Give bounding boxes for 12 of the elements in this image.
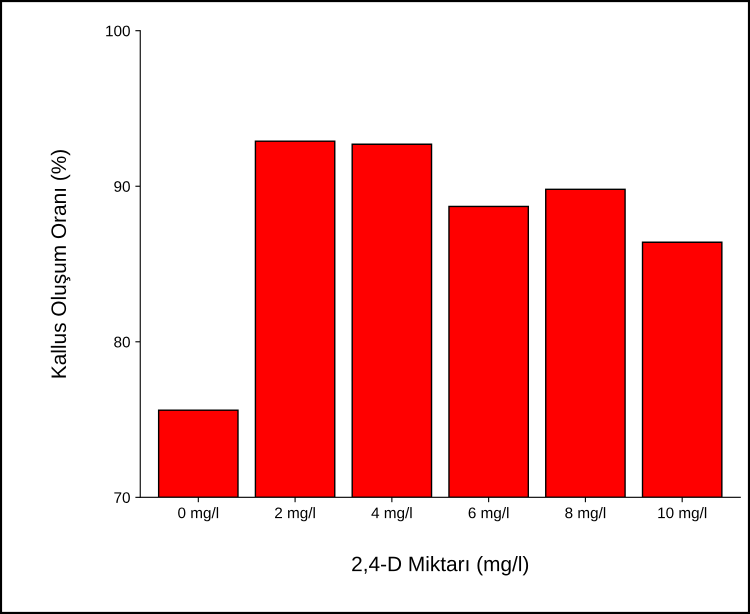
x-tick-label: 4 mg/l bbox=[371, 507, 412, 522]
y-tick-label: 90 bbox=[114, 181, 130, 192]
x-tick-label: 10 mg/l bbox=[658, 507, 706, 522]
x-tick-label: 6 mg/l bbox=[468, 507, 508, 522]
x-axis-title: 2,4-D Miktarı (mg/l) bbox=[352, 556, 528, 576]
y-axis-title: Kallus Oluşum Oranı (%) bbox=[50, 150, 70, 378]
x-tick-label: 8 mg/l bbox=[565, 507, 606, 522]
y-tick-label: 80 bbox=[114, 336, 130, 348]
y-tick-label: 70 bbox=[114, 492, 130, 504]
x-tick-label: 2 mg/l bbox=[275, 507, 315, 522]
y-tick-label: 100 bbox=[106, 26, 130, 36]
x-tick-label: 0 mg/l bbox=[178, 507, 218, 522]
